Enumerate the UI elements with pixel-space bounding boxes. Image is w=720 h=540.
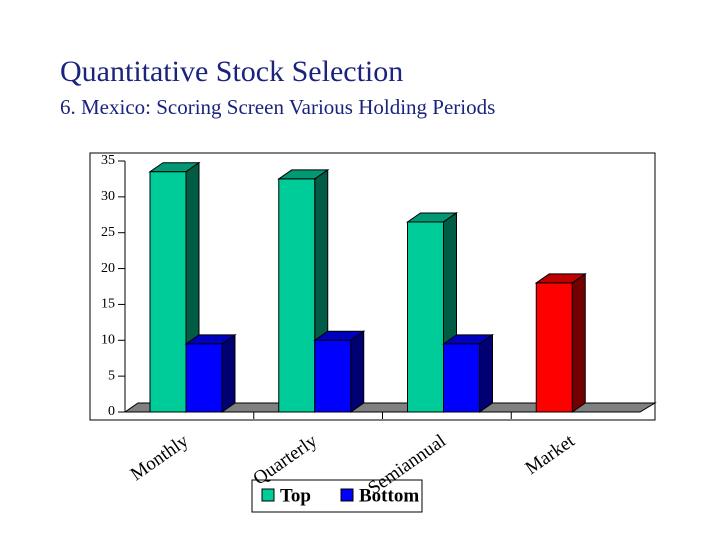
y-tick-label: 20 — [101, 261, 115, 276]
legend-label: Bottom — [359, 485, 419, 506]
bar — [278, 178, 316, 413]
chart-subtitle: 6. Mexico: Scoring Screen Various Holdin… — [60, 95, 495, 119]
y-tick-label: 35 — [101, 153, 115, 168]
bar-side — [350, 330, 365, 413]
y-tick-label: 15 — [101, 297, 115, 312]
bar — [535, 282, 573, 413]
bar — [314, 339, 352, 413]
x-tick-label: Monthly — [127, 430, 193, 485]
x-tick-label: Market — [522, 430, 580, 479]
y-tick-label: 5 — [108, 368, 115, 383]
legend-label: Top — [280, 485, 311, 506]
y-tick-label: 30 — [101, 189, 115, 204]
y-tick-label: 25 — [101, 225, 115, 240]
bar — [185, 343, 223, 413]
y-tick-label: 0 — [108, 404, 115, 419]
y-tick-label: 10 — [101, 333, 115, 348]
bar — [443, 343, 480, 413]
bar — [149, 171, 187, 413]
bar-side — [221, 333, 236, 413]
legend-swatch — [340, 488, 354, 502]
legend-swatch — [261, 488, 275, 502]
plot-border — [89, 152, 656, 421]
bar-side — [479, 333, 493, 413]
bar-side — [571, 272, 586, 413]
chart-title: Quantitative Stock Selection — [60, 55, 403, 88]
legend — [251, 479, 423, 513]
bar — [407, 221, 444, 413]
